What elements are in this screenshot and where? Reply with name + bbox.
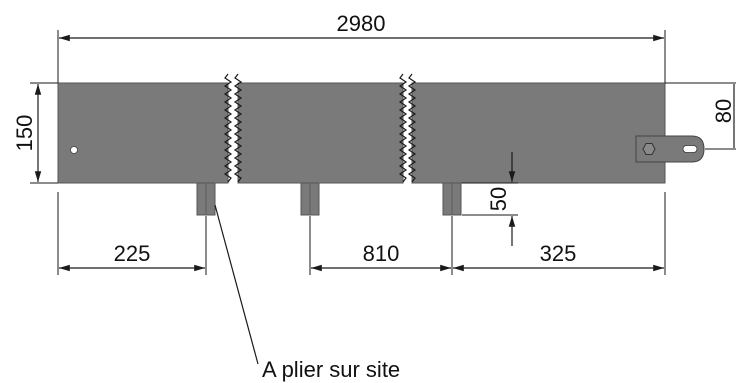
plate-segment-left (57, 82, 229, 184)
dimension-left-offset-label: 225 (114, 241, 151, 266)
dimension-total-length-label: 2980 (337, 11, 386, 36)
break-line-left-a (223, 73, 233, 183)
bolt-icon (642, 143, 656, 155)
dimension-height-label: 150 (12, 115, 37, 152)
break-line-left-b (233, 73, 243, 183)
mounting-hole (70, 146, 78, 154)
dimension-total-length: 2980 (57, 11, 666, 83)
dimension-middle-spacing-label: 810 (363, 241, 400, 266)
break-line-right-b (407, 73, 417, 183)
break-line-right-a (398, 73, 408, 183)
plate (57, 73, 705, 216)
plate-segment-right (411, 82, 666, 184)
dimension-height: 150 (12, 82, 58, 184)
dimension-tab-depth-label: 50 (486, 187, 511, 211)
dimension-tab-offset: 80 (665, 82, 736, 150)
bend-note-label: A plier sur site (262, 357, 400, 382)
dimension-bottom-chain: 225 810 325 (57, 192, 666, 275)
bend-note: A plier sur site (214, 204, 400, 382)
dimension-right-offset-label: 325 (540, 241, 577, 266)
dimension-tab-offset-label: 80 (711, 99, 736, 123)
plate-segment-middle (237, 82, 404, 184)
slot-hole (682, 145, 698, 153)
side-bracket (635, 135, 705, 163)
dimension-tab-depth: 50 (462, 152, 518, 246)
